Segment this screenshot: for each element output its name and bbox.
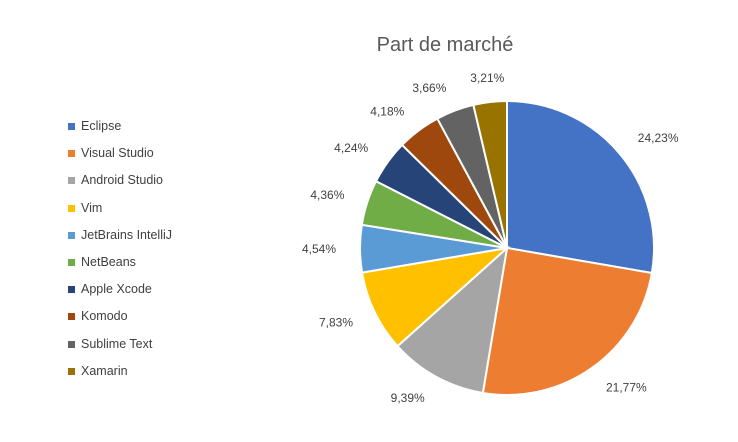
legend-item-sublime-text: Sublime Text bbox=[68, 334, 248, 361]
pie-slice-vim bbox=[360, 246, 511, 348]
legend-label: Apple Xcode bbox=[81, 282, 152, 297]
legend-label: Eclipse bbox=[81, 119, 122, 133]
pie-slice-xamarin bbox=[472, 99, 508, 249]
pie-slice-android-studio bbox=[396, 245, 509, 395]
data-label-netbeans: 4,36% bbox=[310, 188, 344, 202]
data-label-eclipse: 24,23% bbox=[638, 131, 679, 145]
legend-label: Visual Studio bbox=[81, 146, 154, 161]
data-label-visual-studio: 21,77% bbox=[606, 380, 647, 394]
legend-swatch bbox=[68, 177, 75, 185]
legend-swatch bbox=[68, 150, 75, 158]
data-label-android-studio: 9,39% bbox=[391, 391, 425, 405]
legend-item-xamarin: Xamarin bbox=[68, 361, 248, 388]
legend-label: Android Studio bbox=[81, 173, 164, 188]
legend-item-netbeans: NetBeans bbox=[68, 252, 248, 279]
legend-swatch bbox=[68, 231, 75, 239]
legend-item-visual-studio: Visual Studio bbox=[68, 143, 248, 170]
data-label-apple-xcode: 4,24% bbox=[334, 141, 368, 155]
data-label-xamarin: 3,21% bbox=[470, 71, 504, 85]
legend-item-komodo: Komodo bbox=[68, 306, 248, 333]
legend-item-android-studio: Android Studio bbox=[68, 170, 248, 197]
pie-slices bbox=[359, 99, 655, 396]
legend-swatch bbox=[68, 286, 75, 294]
pie-slice-eclipse bbox=[506, 99, 655, 275]
legend-swatch bbox=[68, 123, 75, 130]
legend-swatch bbox=[68, 258, 75, 266]
legend-label: Komodo bbox=[81, 309, 128, 324]
legend-swatch bbox=[68, 340, 75, 348]
legend-item-apple-xcode: Apple Xcode bbox=[68, 279, 248, 306]
legend-label: Xamarin bbox=[81, 363, 128, 378]
legend-label: Vim bbox=[81, 200, 103, 215]
legend-item-eclipse: Eclipse bbox=[68, 116, 248, 143]
data-label-vim: 7,83% bbox=[319, 315, 353, 329]
legend: Eclipse Visual Studio Android Studio Vim Jet… bbox=[68, 116, 248, 388]
data-label-komodo: 4,18% bbox=[370, 104, 404, 118]
chart-title: Part de marché bbox=[376, 34, 514, 56]
data-label-sublime-text: 3,66% bbox=[412, 81, 446, 95]
legend-item-jetbrains-intellij: JetBrains IntelliJ bbox=[68, 225, 248, 252]
data-label-jetbrains-intellij: 4,54% bbox=[302, 242, 336, 256]
legend-swatch bbox=[68, 367, 75, 375]
legend-label: Sublime Text bbox=[81, 336, 153, 351]
legend-swatch bbox=[68, 313, 75, 321]
pie-data-labels: 24,23% 21,77% 9,39% 7,83% 4,54% 4,36% 4,24% 4,1… bbox=[302, 71, 679, 405]
pie-slice-visual-studio bbox=[481, 246, 654, 396]
legend-item-vim: Vim bbox=[68, 198, 248, 225]
legend-label: NetBeans bbox=[81, 254, 136, 269]
legend-swatch bbox=[68, 204, 75, 212]
legend-label: JetBrains IntelliJ bbox=[81, 227, 173, 242]
